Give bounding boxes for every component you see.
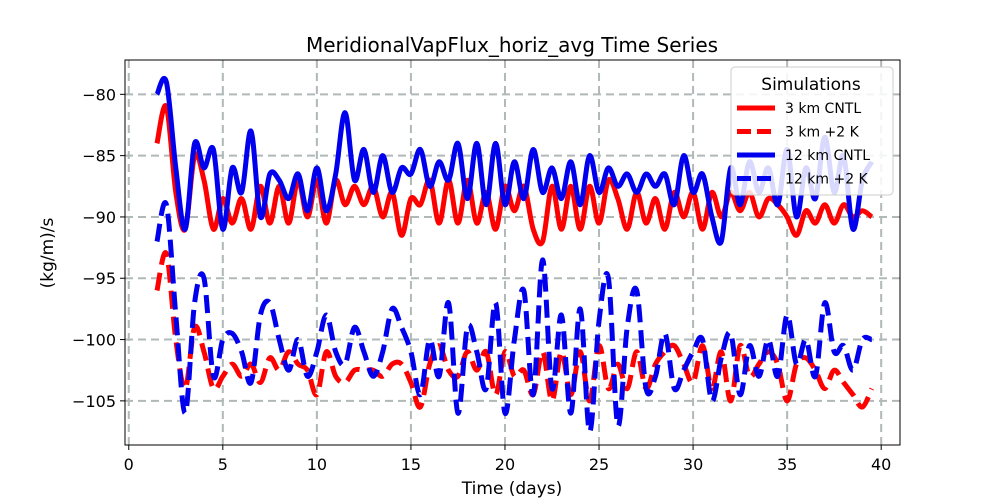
series-line-2 (154, 250, 875, 410)
y-tick-label: −95 (82, 269, 116, 288)
y-tick-label: −85 (82, 147, 116, 166)
series-line-4 (154, 199, 873, 435)
legend-label-3: 12 km CNTL (785, 148, 870, 164)
x-tick-label: 15 (401, 455, 421, 474)
legend-label-2: 3 km +2 K (785, 125, 860, 141)
x-tick-label: 35 (777, 455, 797, 474)
y-tick-label: −90 (82, 208, 116, 227)
x-tick-label: 5 (218, 455, 228, 474)
x-tick-label: 30 (683, 455, 703, 474)
legend-label-1: 3 km CNTL (785, 101, 861, 117)
x-tick-label: 40 (871, 455, 891, 474)
y-tick-label: −105 (72, 392, 116, 411)
legend-label-4: 12 km +2 K (785, 172, 869, 188)
series-line-1 (154, 103, 874, 247)
x-tick-label: 20 (495, 455, 515, 474)
legend-box (730, 66, 894, 196)
legend-title: Simulations (761, 75, 861, 95)
x-axis-label: Time (days) (461, 479, 562, 499)
x-tick-label: 10 (307, 455, 327, 474)
y-axis-ticks: −80 −85 −90 −95 −100 −105 (72, 85, 125, 411)
y-tick-label: −100 (72, 331, 116, 350)
chart-title: MeridionalVapFlux_horiz_avg Time Series (306, 33, 718, 57)
legend: Simulations 3 km CNTL 3 km +2 K 12 km CNTL… (730, 66, 894, 196)
x-tick-label: 0 (124, 455, 134, 474)
y-axis-label: (kg/m)/s (38, 217, 58, 288)
y-tick-label: −80 (82, 85, 116, 104)
x-axis-ticks: 0 5 10 15 20 25 30 35 40 (124, 445, 891, 474)
plot-frame (124, 59, 901, 446)
x-tick-label: 25 (589, 455, 609, 474)
